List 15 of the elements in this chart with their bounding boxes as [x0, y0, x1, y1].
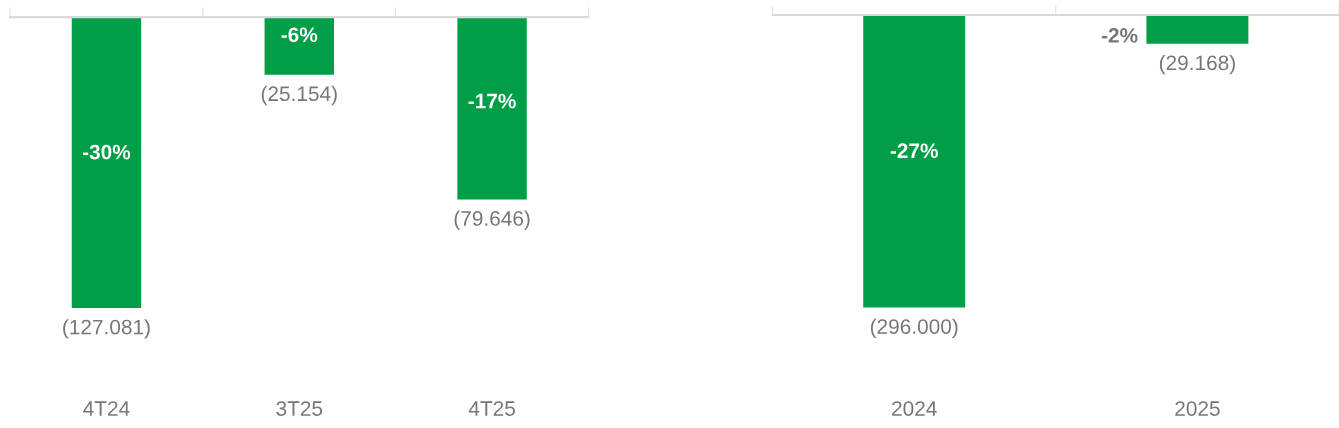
data-label: (296.000)	[870, 318, 958, 339]
annotation: -30%	[82, 144, 131, 160]
data-label: (25.154)	[261, 85, 337, 106]
x-tick-label: 4T24	[83, 401, 130, 416]
x-tick-label: 2025	[1175, 401, 1220, 416]
annotation: -17%	[468, 93, 516, 109]
x-tick-label: 3T25	[276, 401, 323, 416]
x-tick-label: 2024	[892, 401, 937, 416]
annotation: -6%	[281, 27, 318, 43]
annotation: -2%	[1101, 28, 1138, 43]
data-label: (29.168)	[1159, 54, 1235, 75]
annotation: -27%	[890, 143, 938, 159]
data-label: (127.081)	[63, 319, 150, 339]
data-label: (79.646)	[454, 210, 530, 230]
x-tick-label: 4T25	[468, 401, 515, 416]
